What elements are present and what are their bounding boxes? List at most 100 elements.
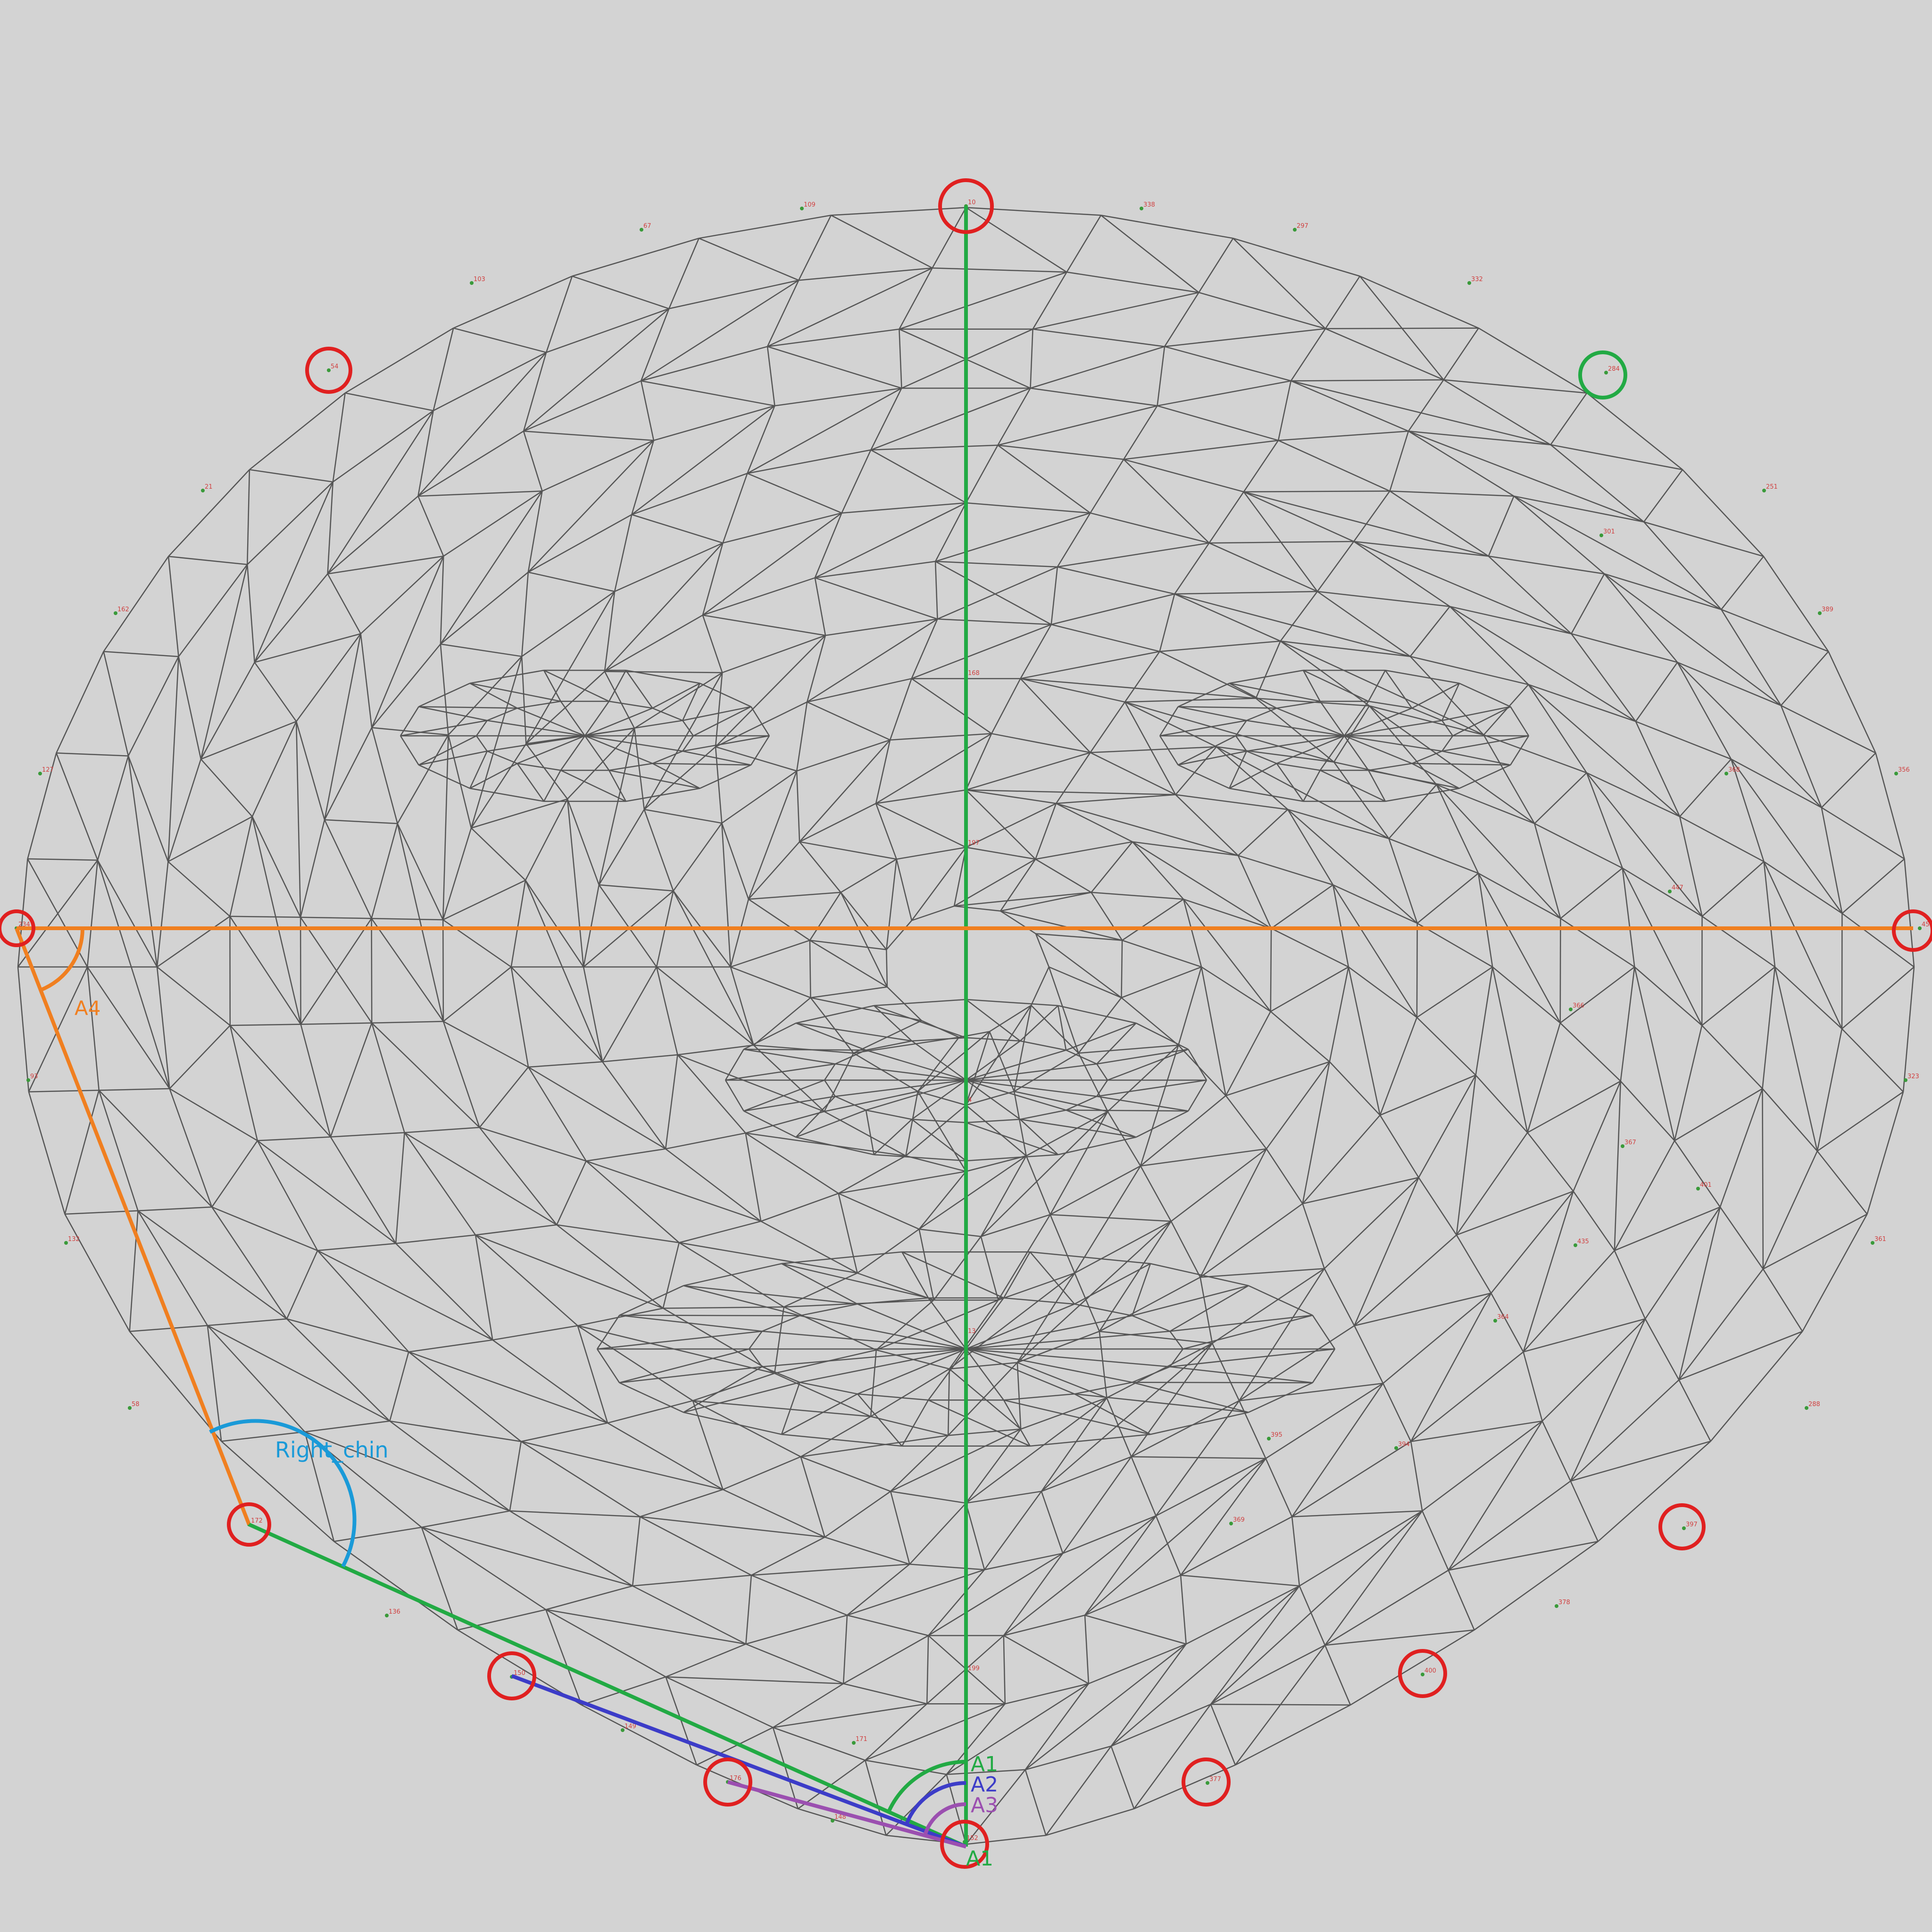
mesh-edge	[810, 986, 888, 999]
mesh-edge	[1635, 721, 1681, 817]
mesh-edge	[1091, 892, 1123, 941]
mesh-edge	[479, 1127, 587, 1162]
mesh-edge	[890, 1435, 949, 1492]
mesh-edge	[656, 966, 754, 1046]
mesh-edge	[835, 1079, 966, 1097]
mesh-edge	[229, 816, 253, 916]
vertex-id-label: 152	[966, 1835, 978, 1842]
mesh-edge	[1679, 1331, 1803, 1381]
mesh-edge	[221, 1431, 305, 1442]
mesh-edge	[1570, 1481, 1599, 1542]
mesh-edge	[1024, 1683, 1089, 1770]
mesh-edge	[673, 891, 754, 1046]
mesh-edge	[1478, 327, 1587, 394]
mesh-edge	[838, 1192, 920, 1230]
mesh-edge	[1821, 752, 1876, 808]
mesh-edge	[516, 763, 545, 802]
mesh-edge	[557, 1224, 679, 1243]
mesh-edge	[572, 275, 669, 309]
mesh-edge	[525, 799, 568, 881]
mesh-edge	[824, 1491, 891, 1538]
mesh-edge	[774, 1307, 785, 1374]
mesh-edge	[56, 651, 104, 753]
mesh-edge	[1000, 910, 1036, 934]
mesh-edge	[1875, 753, 1905, 859]
mesh-edge	[200, 721, 297, 760]
mesh-edge	[857, 1348, 966, 1395]
mesh-edge	[1560, 918, 1635, 968]
mesh-edge	[1035, 841, 1133, 860]
mesh-edge	[1317, 591, 1411, 657]
mesh-edge	[543, 770, 561, 802]
mesh-edge	[949, 1273, 1075, 1370]
mesh-edge	[631, 514, 723, 544]
mesh-edge	[1550, 444, 1683, 470]
mesh-edge	[762, 1348, 966, 1367]
mesh-edge	[1056, 803, 1133, 842]
mesh-edge	[453, 327, 547, 353]
mesh-edge	[966, 1303, 1075, 1350]
mesh-edge	[1436, 784, 1479, 874]
mesh-edge	[1483, 684, 1529, 735]
mesh-edge	[167, 556, 179, 657]
vertex-id-label: 397	[1686, 1521, 1698, 1528]
mesh-edge	[1110, 1585, 1300, 1747]
mesh-edge	[730, 940, 810, 968]
mesh-edge	[1239, 1400, 1266, 1459]
mesh-edge	[528, 1066, 666, 1149]
mesh-edge	[824, 1536, 910, 1565]
mesh-edge	[814, 513, 842, 578]
mesh-edge	[487, 720, 585, 737]
mesh-edge	[1178, 1045, 1226, 1096]
mesh-edge	[1178, 735, 1236, 766]
mesh-edge	[1821, 807, 1843, 914]
mesh-edge	[1570, 1379, 1680, 1482]
mesh-edge	[525, 880, 584, 967]
mesh-edge	[1122, 940, 1202, 968]
mesh-edge	[1816, 1028, 1843, 1151]
mesh-edge	[1121, 940, 1123, 998]
mesh-edge	[747, 405, 775, 474]
mesh-edge	[230, 916, 301, 918]
mesh-edge	[619, 1315, 762, 1332]
mesh-edge	[682, 750, 751, 766]
mesh-edge	[1344, 735, 1412, 764]
mesh-edge	[1265, 1382, 1383, 1459]
mesh-edge	[156, 861, 169, 967]
mesh-edge	[909, 1502, 966, 1565]
mesh-edge	[443, 966, 512, 1022]
mesh-edge	[911, 905, 955, 921]
mesh-edge	[546, 1609, 746, 1645]
mesh-edge	[1232, 238, 1360, 277]
mesh-edge	[857, 1393, 903, 1447]
mesh-edge	[1762, 1088, 1818, 1152]
vertex-id-label: 10	[968, 199, 976, 206]
mesh-edge	[1730, 759, 1765, 862]
green-jaw-line	[248, 1523, 967, 1849]
mesh-edge	[1243, 491, 1489, 557]
mesh-edge	[1622, 867, 1703, 917]
mesh-edge	[1571, 573, 1605, 634]
mesh-edge	[330, 1023, 373, 1137]
mesh-edge	[748, 771, 798, 899]
mesh-edge	[1523, 1318, 1646, 1353]
mesh-edge	[997, 444, 1091, 514]
mesh-edge	[1057, 1005, 1067, 1050]
mesh-edge	[1719, 1088, 1763, 1208]
mesh-edge	[1084, 1574, 1181, 1616]
mesh-edge	[692, 1373, 775, 1401]
mesh-edge	[254, 662, 297, 722]
mesh-edge	[919, 1228, 981, 1237]
mesh-edge	[1407, 379, 1444, 432]
mesh-edge	[1225, 1011, 1271, 1096]
mesh-edge	[1170, 1221, 1201, 1278]
mesh-edge	[453, 275, 573, 329]
vertex-id-label: 435	[1577, 1238, 1589, 1245]
mesh-edge	[682, 683, 700, 721]
mesh-edge	[1721, 609, 1782, 706]
mesh-edge	[1229, 788, 1304, 802]
mesh-edge	[1164, 346, 1291, 382]
mesh-edge	[840, 892, 887, 950]
mesh-edge	[1586, 772, 1703, 917]
mesh-edge	[723, 1489, 825, 1538]
